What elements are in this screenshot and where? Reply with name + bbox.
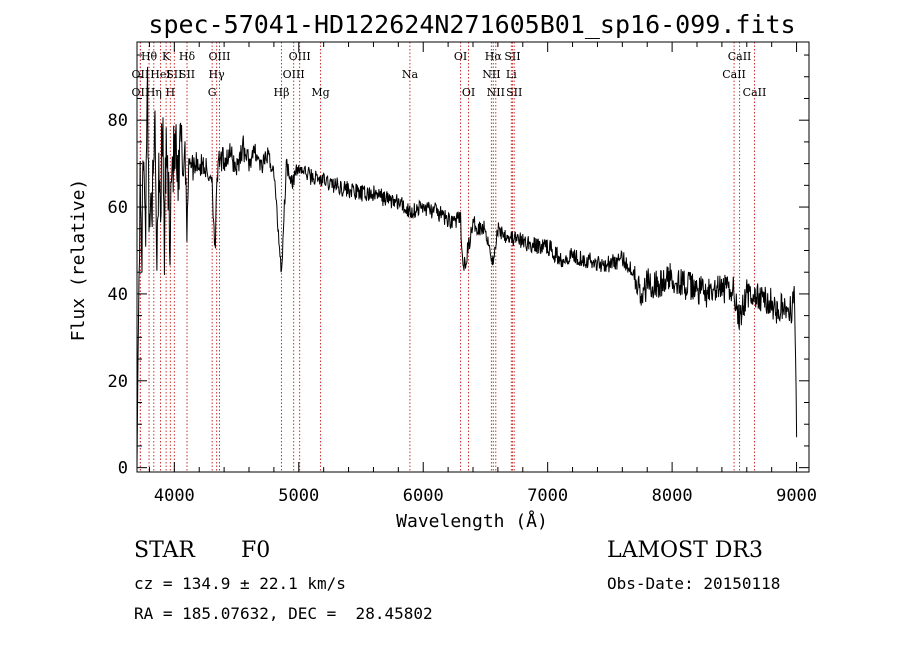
spectral-line-label: Mg bbox=[311, 86, 329, 99]
spectral-line-label: CaII bbox=[722, 68, 746, 81]
spectral-line-label: OIII bbox=[208, 50, 230, 63]
spectral-line-markers bbox=[139, 42, 755, 472]
spectral-line-label: Na bbox=[402, 68, 419, 81]
spectral-line-label: SII bbox=[179, 68, 195, 81]
spectral-line-label: SII bbox=[504, 50, 520, 63]
spectrum-series bbox=[136, 66, 798, 468]
spectral-line-label: CaII bbox=[728, 50, 752, 63]
spectral-line-label: K bbox=[162, 50, 171, 63]
spectral-line-label: SII bbox=[506, 86, 522, 99]
y-axis-ticks: 0 20 40 60 80 bbox=[108, 54, 809, 479]
x-tick-label: 5000 bbox=[278, 486, 319, 506]
spectral-line-label: Hγ bbox=[209, 68, 226, 81]
x-tick-label: 6000 bbox=[403, 486, 444, 506]
y-tick-label: 20 bbox=[108, 372, 128, 392]
spectral-line-labels: OIIOIIHθHηHeIKHSIIHδSIIGHγOIIIHβOIIIOIII… bbox=[132, 50, 767, 99]
survey-name: LAMOST DR3 bbox=[607, 538, 763, 563]
spectral-line-label: OIII bbox=[283, 68, 305, 81]
x-tick-label: 8000 bbox=[652, 486, 693, 506]
object-subclass: F0 bbox=[241, 538, 271, 563]
spectral-line-label: OII bbox=[132, 68, 150, 81]
spectral-line-label: Hδ bbox=[179, 50, 196, 63]
spectral-line-label: NII bbox=[482, 68, 500, 81]
spectral-line-label: Hβ bbox=[274, 86, 290, 99]
y-tick-label: 80 bbox=[108, 111, 128, 131]
spectral-line-label: SII bbox=[166, 68, 182, 81]
y-axis-label: Flux (relative) bbox=[68, 179, 89, 342]
spectral-line-label: Hα bbox=[485, 50, 503, 63]
redshift-velocity: cz = 134.9 ± 22.1 km/s bbox=[134, 574, 346, 593]
spectrum-line bbox=[136, 66, 798, 468]
spectral-line-label: H bbox=[166, 86, 176, 99]
spectral-line-label: NII bbox=[487, 86, 505, 99]
chart-title: spec-57041-HD122624N271605B01_sp16-099.f… bbox=[148, 10, 795, 39]
spectral-line-label: G bbox=[208, 86, 217, 99]
spectrum-chart: spec-57041-HD122624N271605B01_sp16-099.f… bbox=[68, 10, 817, 532]
spectral-line-label: OII bbox=[132, 86, 150, 99]
y-tick-label: 60 bbox=[108, 198, 128, 218]
spectral-line-label: OIII bbox=[289, 50, 311, 63]
x-tick-label: 7000 bbox=[527, 486, 568, 506]
observation-date: Obs-Date: 20150118 bbox=[607, 574, 781, 593]
spectral-line-label: Hη bbox=[146, 86, 162, 99]
plot-frame bbox=[136, 41, 810, 473]
x-axis-label: Wavelength (Å) bbox=[396, 510, 548, 532]
sky-coordinates: RA = 185.07632, DEC = 28.45802 bbox=[134, 604, 433, 623]
x-axis-ticks: 4000 5000 6000 7000 8000 9000 bbox=[148, 42, 817, 506]
spectral-line-label: OI bbox=[454, 50, 467, 63]
object-class: STAR bbox=[134, 538, 195, 563]
spectral-line-label: Hθ bbox=[141, 50, 158, 63]
spectral-line-label: Li bbox=[506, 68, 517, 81]
x-tick-label: 4000 bbox=[154, 486, 195, 506]
spectral-line-label: OI bbox=[462, 86, 475, 99]
y-tick-label: 40 bbox=[108, 285, 128, 305]
x-tick-label: 9000 bbox=[776, 486, 817, 506]
y-tick-label: 0 bbox=[118, 459, 128, 479]
spectral-line-label: HeI bbox=[150, 68, 170, 81]
spectral-line-label: CaII bbox=[743, 86, 767, 99]
